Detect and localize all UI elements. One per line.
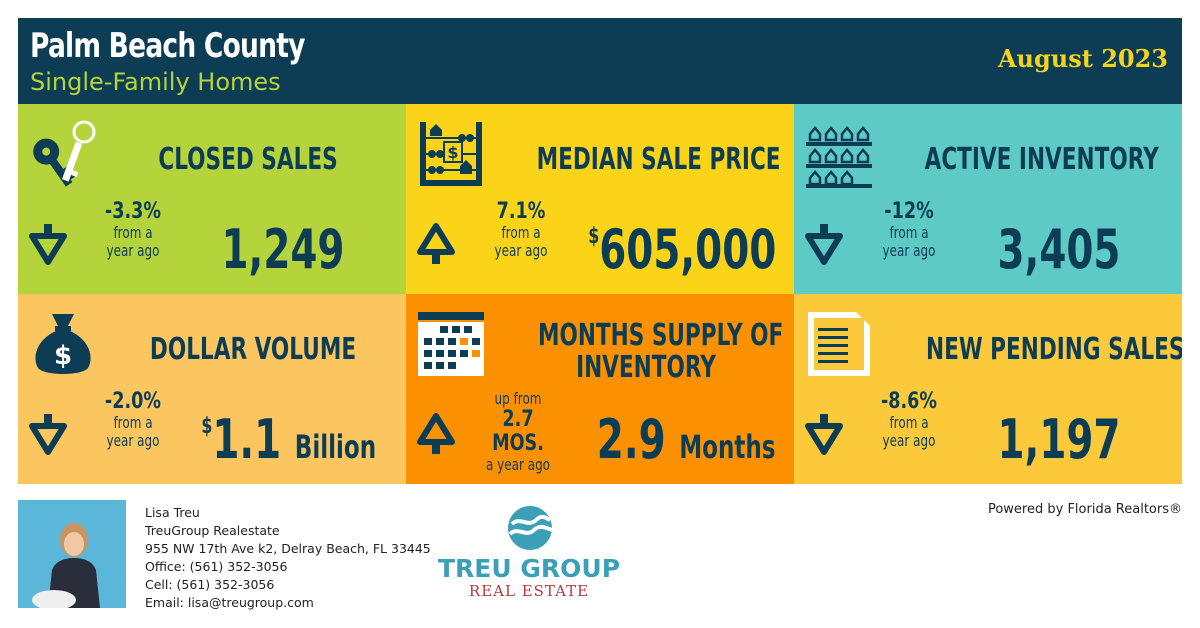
- tile-median-sale-price: $ MEDIAN SALE PRICE 7.1% from a year ago…: [406, 104, 794, 294]
- contact-block: Lisa Treu TreuGroup Realestate 955 NW 17…: [145, 504, 431, 612]
- document-icon: [808, 312, 870, 376]
- agent-portrait-icon: [18, 500, 126, 608]
- tile-label: MONTHS SUPPLY OF INVENTORY: [538, 318, 784, 385]
- tile-new-pending-sales: NEW PENDING SALES -8.6% from a year ago …: [794, 294, 1182, 484]
- tile-dollar-volume: $ DOLLAR VOLUME -2.0% from a year ago $1…: [18, 294, 406, 484]
- header-title: Palm Beach County: [30, 26, 305, 66]
- change-note: from a: [501, 223, 541, 242]
- change-value: 7.1%: [496, 199, 546, 224]
- arrow-up-icon: [417, 413, 455, 454]
- change-note: up from: [494, 389, 542, 408]
- money-bag-icon: $: [35, 314, 91, 374]
- tile-value: 3,405: [997, 218, 1121, 281]
- tile-label: ACTIVE INVENTORY: [924, 142, 1159, 177]
- change-note: year ago: [882, 431, 936, 450]
- logo-sub-text: REAL ESTATE: [468, 582, 590, 600]
- change-note: from a: [113, 223, 153, 242]
- agent-company: TreuGroup Realestate: [145, 523, 280, 538]
- change-note: from a: [889, 413, 929, 432]
- change-note: from a: [889, 223, 929, 242]
- change-block: up from 2.7 MOS. a year ago: [466, 390, 570, 474]
- arrow-down-icon: [29, 414, 67, 455]
- arrow-down-icon: [805, 224, 843, 265]
- tile-value: $1.1 Billion: [201, 408, 377, 471]
- tile-value: 2.9 Months: [596, 408, 776, 471]
- tile-label: NEW PENDING SALES: [926, 332, 1182, 367]
- tile-value: 1,197: [997, 408, 1121, 471]
- agent-name: Lisa Treu: [145, 505, 200, 520]
- stats-grid: CLOSED SALES -3.3% from a year ago 1,249: [18, 104, 1182, 484]
- change-block: -2.0% from a year ago: [92, 390, 174, 450]
- change-block: -8.6% from a year ago: [868, 390, 950, 450]
- logo-main-text: TREU GROUP: [437, 554, 621, 583]
- change-note: year ago: [882, 241, 936, 260]
- change-block: -12% from a year ago: [868, 200, 950, 260]
- tile-months-supply: MONTHS SUPPLY OF INVENTORY up from 2.7 M…: [406, 294, 794, 484]
- agent-address: 955 NW 17th Ave k2, Delray Beach, FL 334…: [145, 541, 431, 556]
- powered-by: Powered by Florida Realtors®: [987, 502, 1182, 517]
- arrow-up-icon: [417, 223, 455, 264]
- houses-shelf-icon: [806, 126, 872, 188]
- abacus-icon: $: [420, 122, 482, 186]
- arrow-down-icon: [29, 224, 67, 265]
- change-value: -12%: [884, 199, 934, 224]
- tile-value: $605,000: [588, 218, 777, 281]
- keys-icon: [33, 120, 96, 187]
- agent-email: Email: lisa@treugroup.com: [145, 595, 314, 610]
- change-note: a year ago: [485, 455, 551, 474]
- tile-label: MEDIAN SALE PRICE: [536, 142, 781, 177]
- change-block: -3.3% from a year ago: [92, 200, 174, 260]
- header: Palm Beach County Single-Family Homes Au…: [18, 18, 1182, 104]
- treu-group-logo: TREU GROUP REAL ESTATE: [434, 504, 624, 600]
- tile-value: 1,249: [221, 218, 345, 281]
- agent-office-phone: Office: (561) 352-3056: [145, 559, 288, 574]
- tile-label: CLOSED SALES: [158, 142, 338, 177]
- svg-text:$: $: [447, 143, 458, 162]
- change-value: -3.3%: [104, 199, 162, 224]
- change-block: 7.1% from a year ago: [480, 200, 562, 260]
- wave-logo-icon: [508, 506, 553, 550]
- svg-text:$: $: [54, 341, 72, 371]
- header-subtitle: Single-Family Homes: [30, 68, 281, 96]
- change-note: year ago: [494, 241, 548, 260]
- change-value: -8.6%: [880, 389, 938, 414]
- change-note: from a: [113, 413, 153, 432]
- change-value: 2.7 MOS.: [492, 407, 544, 456]
- change-value: -2.0%: [104, 389, 162, 414]
- change-note: year ago: [106, 241, 160, 260]
- tile-label: DOLLAR VOLUME: [149, 332, 357, 367]
- arrow-down-icon: [805, 414, 843, 455]
- tile-active-inventory: ACTIVE INVENTORY -12% from a year ago 3,…: [794, 104, 1182, 294]
- agent-photo: [18, 500, 126, 608]
- agent-cell-phone: Cell: (561) 352-3056: [145, 577, 275, 592]
- change-note: year ago: [106, 431, 160, 450]
- calendar-icon: [418, 312, 484, 376]
- tile-closed-sales: CLOSED SALES -3.3% from a year ago 1,249: [18, 104, 406, 294]
- header-date: August 2023: [997, 44, 1168, 73]
